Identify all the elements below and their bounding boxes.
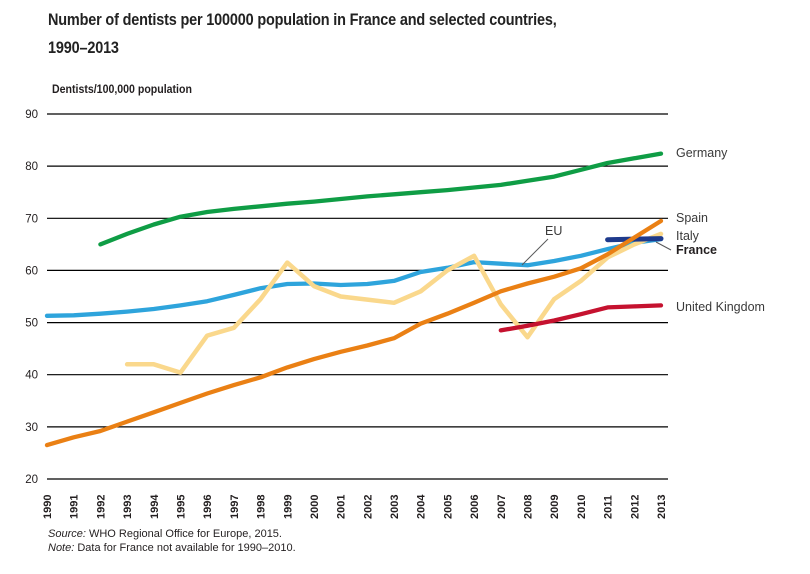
x-tick-label-1995: 1995 <box>175 495 187 519</box>
x-tick-label-2007: 2007 <box>496 495 508 519</box>
x-tick-label-2012: 2012 <box>629 495 641 519</box>
chart-title-line2: 1990–2013 <box>48 38 119 57</box>
chart-title-line1: Number of dentists per 100000 population… <box>48 10 557 29</box>
source-note-block: Source: WHO Regional Office for Europe, … <box>48 527 296 555</box>
x-tick-label-1994: 1994 <box>149 494 161 519</box>
y-tick-label-60: 60 <box>25 265 38 277</box>
source-line: Source: WHO Regional Office for Europe, … <box>48 527 296 541</box>
x-tick-label-2003: 2003 <box>389 495 401 519</box>
series-label-france: France <box>676 243 717 257</box>
x-tick-label-1990: 1990 <box>42 495 54 519</box>
callout-line-eu <box>521 238 549 266</box>
x-tick-label-1997: 1997 <box>229 495 241 519</box>
y-tick-label-20: 20 <box>25 474 38 486</box>
y-tick-label-30: 30 <box>25 422 38 434</box>
source-text: WHO Regional Office for Europe, 2015. <box>85 528 282 540</box>
callout-line-france <box>655 241 672 251</box>
x-tick-label-1991: 1991 <box>69 495 81 519</box>
y-axis-title: Dentists/100,000 population <box>52 84 192 96</box>
x-tick-label-2009: 2009 <box>549 495 561 519</box>
series-line-eu <box>44 236 664 318</box>
y-tick-label-80: 80 <box>25 161 38 173</box>
x-tick-label-2005: 2005 <box>442 495 454 519</box>
x-tick-label-1999: 1999 <box>282 495 294 519</box>
note-line: Note: Data for France not available for … <box>48 541 296 555</box>
note-label: Note: <box>48 542 75 554</box>
y-tick-label-40: 40 <box>25 370 38 382</box>
y-tick-label-90: 90 <box>25 109 38 121</box>
series-label-germany: Germany <box>676 146 728 160</box>
series-label-eu: EU <box>545 224 562 238</box>
x-tick-label-2002: 2002 <box>362 495 374 519</box>
series-label-united_kingdom: United Kingdom <box>676 300 765 314</box>
x-tick-label-1992: 1992 <box>95 495 107 519</box>
series-line-united_kingdom <box>498 303 664 333</box>
source-label: Source: <box>48 528 86 540</box>
series-label-italy: Italy <box>676 229 700 243</box>
x-tick-label-2011: 2011 <box>603 495 615 519</box>
x-tick-label-2013: 2013 <box>656 495 668 519</box>
note-text: Data for France not available for 1990–2… <box>74 542 296 554</box>
x-tick-label-2008: 2008 <box>523 495 535 519</box>
x-tick-label-1996: 1996 <box>202 495 214 519</box>
x-tick-label-1993: 1993 <box>122 495 134 519</box>
x-tick-label-2010: 2010 <box>576 495 588 519</box>
x-tick-label-2000: 2000 <box>309 495 321 519</box>
series-line-spain <box>44 218 664 448</box>
series-line-germany <box>98 151 664 247</box>
y-tick-label-50: 50 <box>25 318 38 330</box>
y-tick-label-70: 70 <box>25 213 38 225</box>
series-line-italy <box>124 231 664 375</box>
x-tick-label-2006: 2006 <box>469 495 481 519</box>
x-tick-label-2001: 2001 <box>336 495 348 519</box>
chart-title: Number of dentists per 100000 population… <box>48 6 557 62</box>
x-tick-label-1998: 1998 <box>256 495 268 519</box>
series-label-spain: Spain <box>676 211 708 225</box>
x-tick-label-2004: 2004 <box>416 494 428 519</box>
